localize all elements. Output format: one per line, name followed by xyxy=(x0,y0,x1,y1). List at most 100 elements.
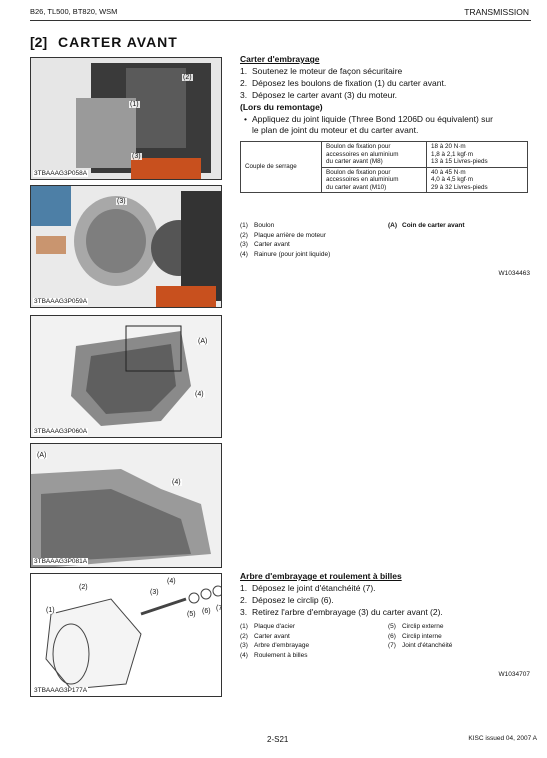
cell-line: du carter avant (M10) xyxy=(326,183,387,191)
bullet-text: le plan de joint du moteur et du carter … xyxy=(252,125,419,135)
cell-line: accessoires en aluminium xyxy=(326,176,399,184)
step-text: Retirez l'arbre d'embrayage (3) du carte… xyxy=(252,607,443,617)
legend-number: (2) xyxy=(240,632,248,640)
photo xyxy=(31,58,221,179)
reference-code: W1034707 xyxy=(498,671,530,678)
section-heading: Carter d'embrayage xyxy=(240,54,320,64)
legend-text: Circlip externe xyxy=(402,623,444,630)
legend-number: (5) xyxy=(388,623,396,630)
step-number: 1. xyxy=(240,66,248,76)
step-number: 1. xyxy=(240,583,248,593)
legend-text: Rainure (pour joint liquide) xyxy=(254,250,331,258)
callout: (5) xyxy=(186,611,197,618)
page-number: 2-S21 xyxy=(267,735,289,744)
figure-caption: 3TBAAAG3P060A xyxy=(33,428,89,435)
figure: (A) (4) 3TBAAAG3P060A xyxy=(30,315,222,438)
photo xyxy=(31,316,221,437)
callout: (2) xyxy=(78,584,89,591)
figure: (2) (1) (3) 3TBAAAG3P058A xyxy=(30,57,222,180)
cell-line: 18 à 20 N·m xyxy=(431,143,466,150)
legend-number: (A) xyxy=(388,222,398,229)
callout: (A) xyxy=(197,338,209,345)
section-heading: Arbre d'embrayage et roulement à billes xyxy=(240,571,402,581)
callout: (3) xyxy=(131,153,142,160)
step-text: Déposez les boulons de fixation (1) du c… xyxy=(252,78,447,88)
header-rule xyxy=(30,20,531,21)
drawing xyxy=(31,574,221,696)
callout: (7) xyxy=(215,605,221,612)
torque-table: Couple de serrage Boulon de fixation pour… xyxy=(240,140,528,194)
figure: (3) 3TBAAAG3P059A xyxy=(30,185,222,308)
legend-text: Roulement à billes xyxy=(254,651,308,659)
step-number: 2. xyxy=(240,78,248,88)
cell-line: 1,8 à 2,1 kgf·m xyxy=(431,150,473,158)
callout: (3) xyxy=(116,198,127,205)
legend-number: (3) xyxy=(240,642,248,649)
table-cell: 18 à 20 N·m 1,8 à 2,1 kgf·m 13 à 15 Livres… xyxy=(426,141,528,168)
cell-line: 4,0 à 4,5 kgf·m xyxy=(431,176,473,184)
step-text: Déposez le circlip (6). xyxy=(252,595,334,605)
legend-number: (6) xyxy=(388,632,396,640)
legend-number: (3) xyxy=(240,241,248,248)
callout: (2) xyxy=(182,74,193,81)
legend-text: Boulon xyxy=(254,222,275,229)
step-text: Soutenez le moteur de façon sécuritaire xyxy=(252,66,403,76)
legend-number: (1) xyxy=(240,623,248,630)
callout: (3) xyxy=(149,589,160,596)
header-right: TRANSMISSION xyxy=(464,7,529,17)
header-left: B26, TL500, BT820, WSM xyxy=(30,7,118,16)
table-row: Boulon de fixation pour accessoires en al… xyxy=(241,166,528,194)
legend-number: (4) xyxy=(240,651,248,659)
cell-line: accessoires en aluminium xyxy=(326,150,399,158)
cell-line: Boulon de fixation pour xyxy=(326,168,391,176)
bullet-text: Appliquez du joint liquide (Three Bond 1… xyxy=(252,114,493,124)
legend-text: Plaque arrière de moteur xyxy=(254,231,326,239)
legend-number: (1) xyxy=(240,222,248,229)
callout: (4) xyxy=(166,578,177,585)
legend-text: Plaque d'acier xyxy=(254,623,295,630)
callout: (4) xyxy=(194,391,205,398)
cell-line: Boulon de fixation pour xyxy=(326,143,391,150)
row-header: Couple de serrage xyxy=(240,140,322,194)
figure: (4) (2) (3) (1) (5) (6)(7) 3TBAAAG3P177A xyxy=(30,573,222,697)
callout: (6) xyxy=(201,608,212,615)
title-text: CARTER AVANT xyxy=(58,34,178,50)
figure-caption: 3TBAAAG3P059A xyxy=(33,298,89,305)
step-number: 2. xyxy=(240,595,248,605)
callout: (4) xyxy=(171,479,182,486)
callout: (1) xyxy=(129,101,140,108)
step-text: Déposez le joint d'étanchéité (7). xyxy=(252,583,376,593)
legend-number: (2) xyxy=(240,231,248,239)
photo xyxy=(31,444,221,567)
table-cell: 40 à 45 N·m 4,0 à 4,5 kgf·m 29 à 32 Livres… xyxy=(426,166,528,194)
step-text: Déposez le carter avant (3) du moteur. xyxy=(252,90,398,100)
table-cell: Boulon de fixation pour accessoires en al… xyxy=(321,166,427,194)
cell-line: 29 à 32 Livres-pieds xyxy=(431,183,488,191)
step-number: 3. xyxy=(240,90,248,100)
table-cell: Boulon de fixation pour accessoires en al… xyxy=(321,141,427,168)
legend-text: Coin de carter avant xyxy=(402,222,465,229)
callout: (1) xyxy=(45,607,56,614)
photo xyxy=(31,186,221,307)
reference-code: W1034463 xyxy=(498,270,530,277)
cell-line: du carter avant (M8) xyxy=(326,158,383,166)
legend-text: Arbre d'embrayage xyxy=(254,642,310,649)
figure: (A) (4) 3TBAAAG3P081A xyxy=(30,443,222,568)
legend-text: Circlip interne xyxy=(402,632,442,640)
legend-number: (4) xyxy=(240,250,248,258)
figure-caption: 3TBAAAG3P177A xyxy=(33,687,89,694)
legend-number: (7) xyxy=(388,642,396,649)
bullet: • xyxy=(244,114,247,124)
legend-text: Carter avant xyxy=(254,632,290,640)
cell-line: 13 à 15 Livres-pieds xyxy=(431,158,488,166)
figure-caption: 3TBAAAG3P058A xyxy=(33,170,89,177)
remontage-heading: (Lors du remontage) xyxy=(240,102,323,112)
figure-caption: 3TBAAAG3P081A xyxy=(33,558,89,565)
table-row: Couple de serrage Boulon de fixation pour… xyxy=(240,140,528,194)
title-number: [2] xyxy=(30,34,48,50)
legend-text: Joint d'étanchéité xyxy=(402,642,453,649)
issue: KISC issued 04, 2007 A xyxy=(468,735,537,742)
legend-text: Carter avant xyxy=(254,241,290,248)
step-number: 3. xyxy=(240,607,248,617)
